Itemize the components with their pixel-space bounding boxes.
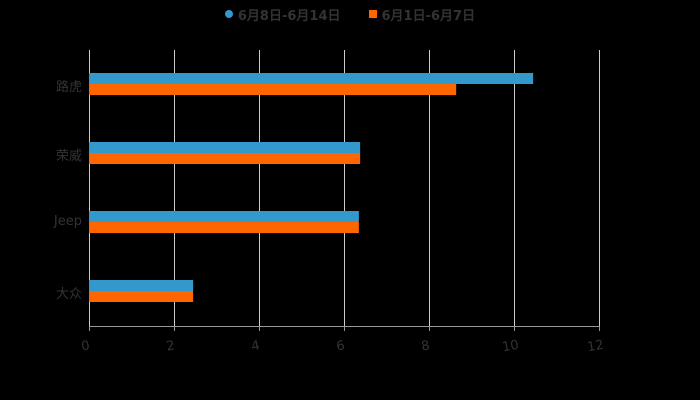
- bar[interactable]: [89, 222, 359, 233]
- bar[interactable]: [89, 153, 361, 164]
- y-category-label: 大众: [55, 287, 82, 302]
- x-tick-label: 6: [335, 338, 346, 354]
- legend-marker-circle-icon: [224, 10, 233, 18]
- legend-label: 6月8日-6月14日: [237, 8, 341, 24]
- x-tick-label: 12: [586, 338, 605, 356]
- bar[interactable]: [89, 291, 194, 302]
- legend-marker-square-icon: [368, 10, 377, 18]
- x-tick-label: 2: [165, 338, 176, 354]
- x-tick-label: 0: [80, 338, 91, 354]
- y-category-label: Jeep: [53, 214, 82, 229]
- legend-label: 6月1日-6月7日: [381, 8, 476, 24]
- bar[interactable]: [89, 84, 457, 95]
- bar[interactable]: [89, 280, 194, 291]
- y-category-label: 路虎: [55, 80, 82, 95]
- bar[interactable]: [89, 73, 534, 84]
- x-tick-label: 10: [501, 338, 520, 356]
- bar[interactable]: [89, 211, 359, 222]
- bar[interactable]: [89, 142, 361, 153]
- y-category-label: 荣威: [55, 149, 82, 164]
- x-tick-label: 8: [420, 338, 431, 354]
- legend-item-week2[interactable]: 6月8日-6月14日: [224, 5, 341, 24]
- legend-item-week1[interactable]: 6月1日-6月7日: [368, 5, 476, 24]
- chart-legend: 6月8日-6月14日 6月1日-6月7日: [0, 4, 700, 24]
- x-tick-label: 4: [250, 338, 261, 354]
